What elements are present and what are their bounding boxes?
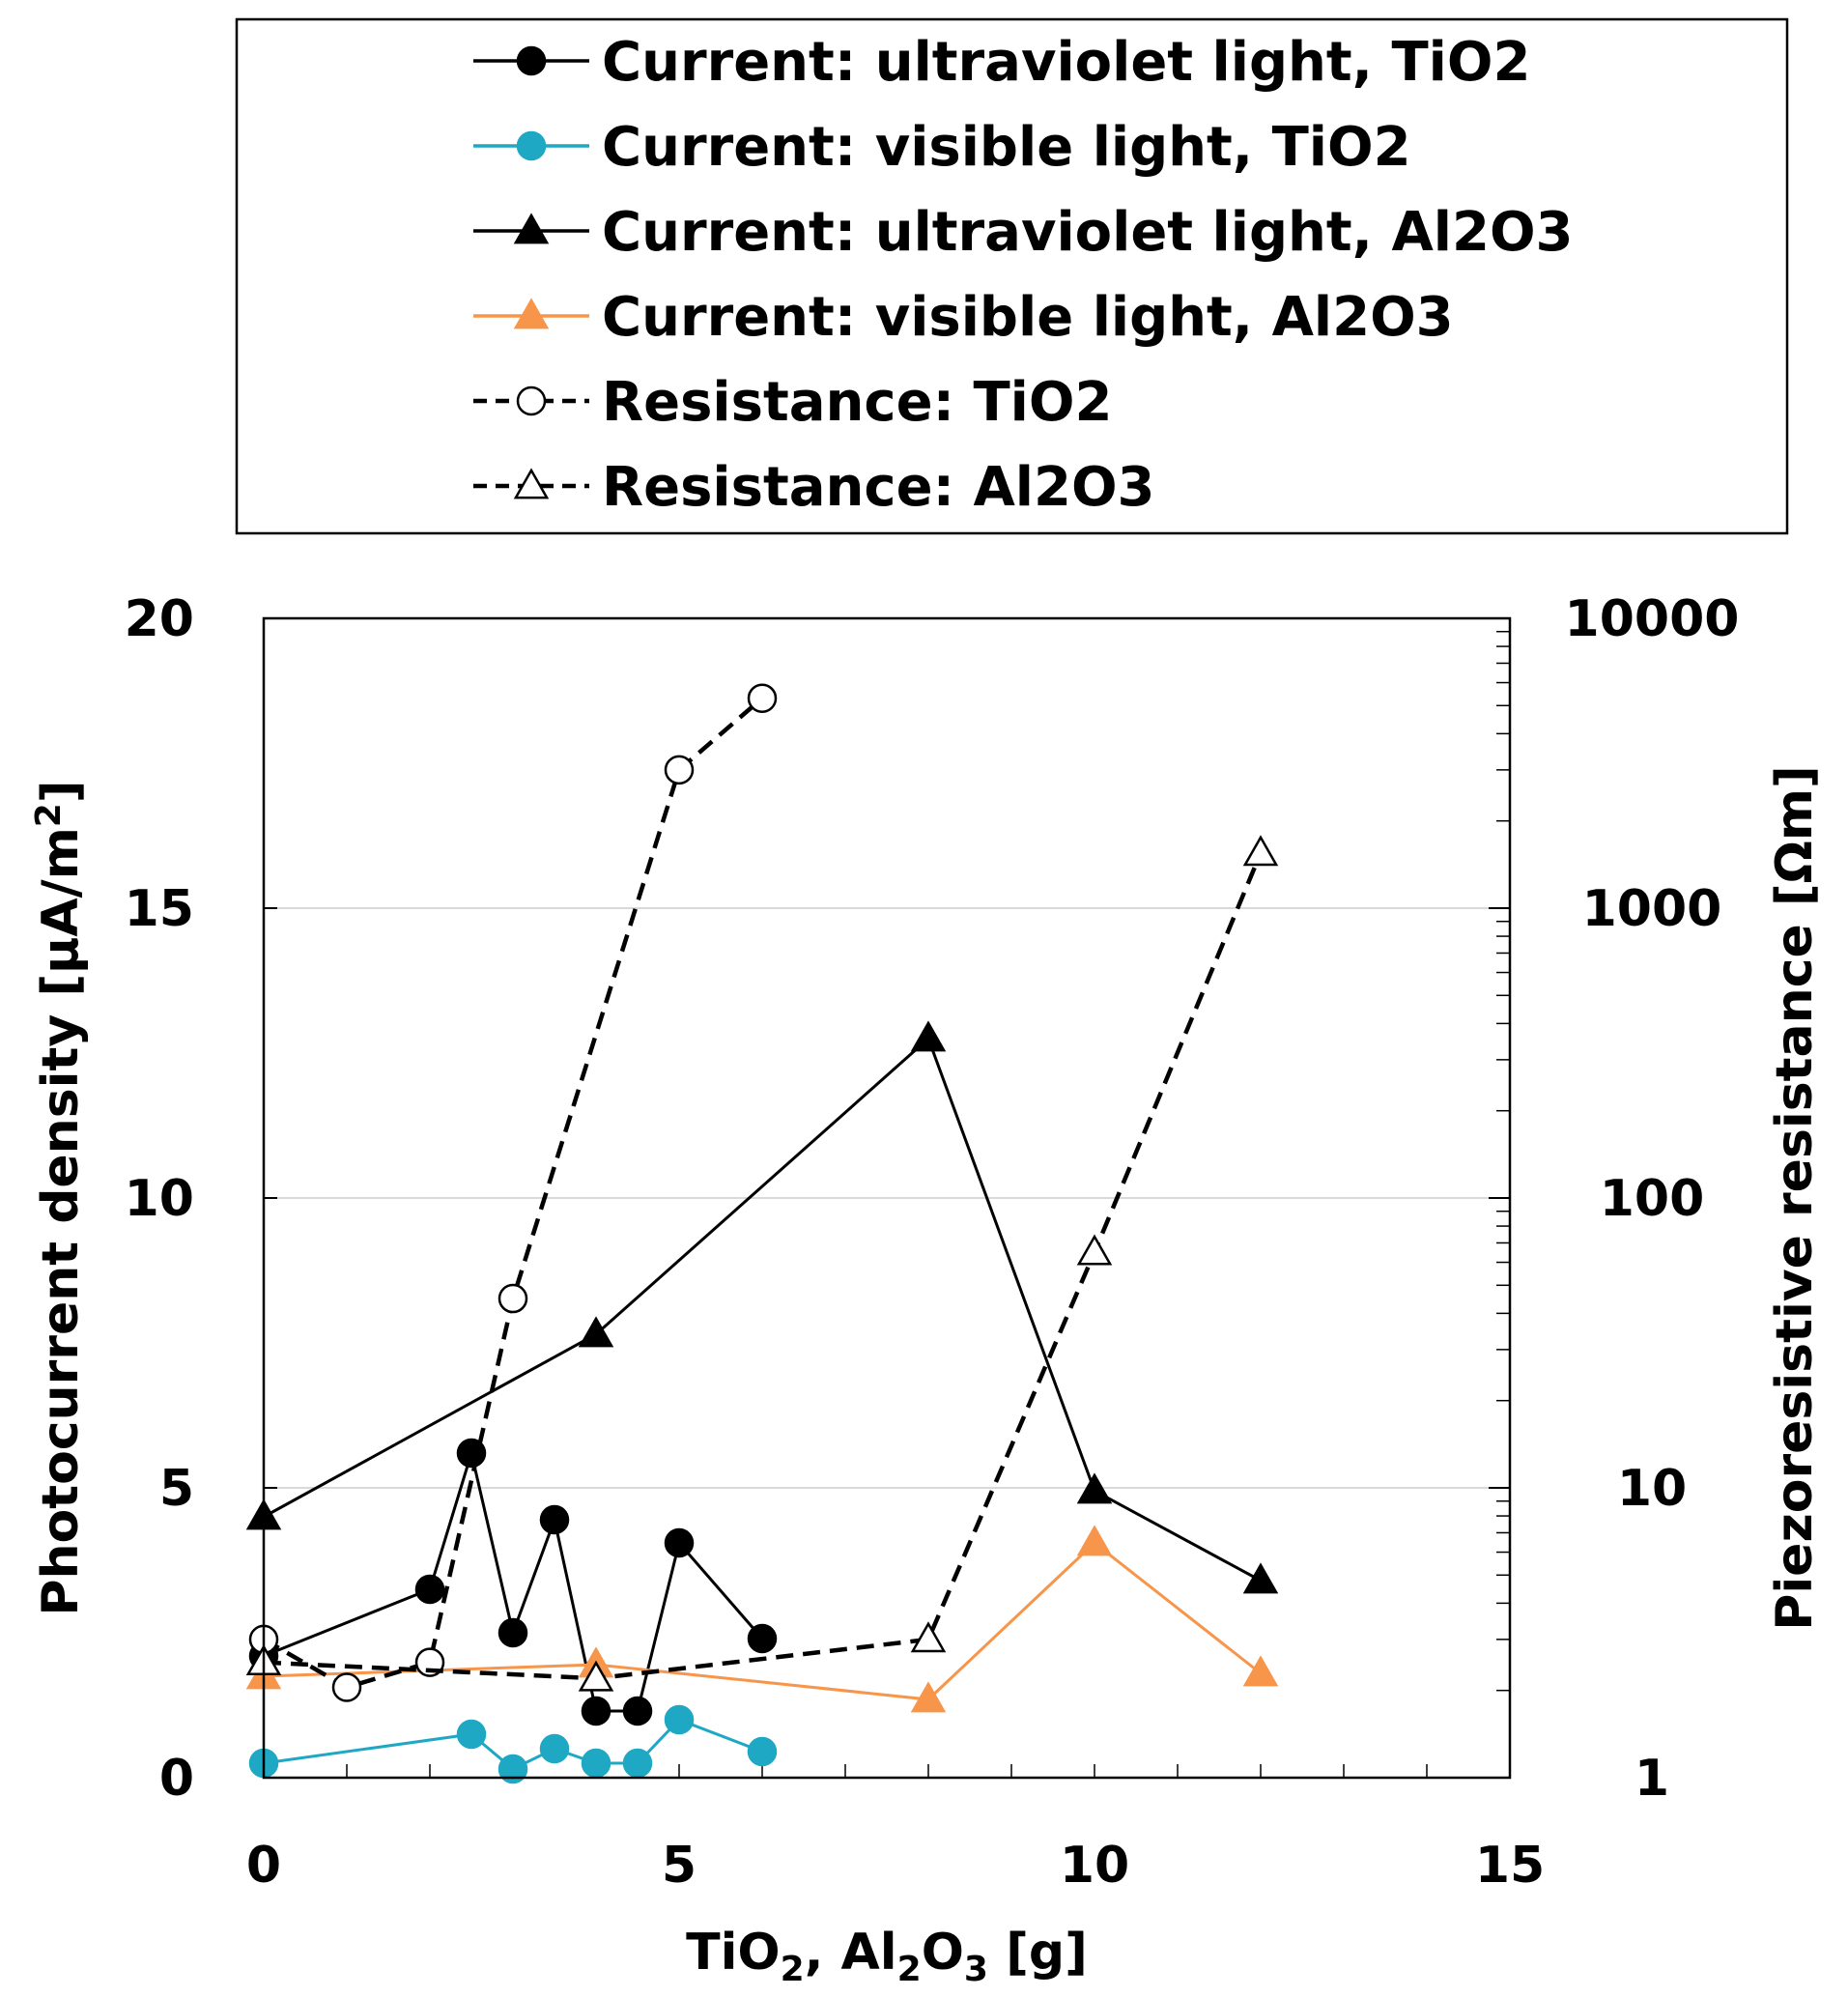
series-6 [245, 835, 1279, 1692]
data-point [456, 1719, 487, 1750]
legend-marker [516, 385, 547, 416]
data-point [498, 1617, 528, 1648]
y-left-tick-label: 20 [125, 590, 194, 648]
data-point [539, 1504, 570, 1535]
data-point [910, 1020, 947, 1052]
legend-marker [516, 45, 547, 76]
data-point [1076, 1472, 1113, 1504]
axes: 0 5 10 15 20 1 10 100 1000 10000 0 5 10 15 [125, 590, 1740, 1895]
data-point [664, 1527, 695, 1558]
series-5 [248, 683, 778, 1702]
legend-marker [516, 130, 547, 161]
y-axis-right-title: Piezoresistive resistance [Ωm] [1766, 765, 1824, 1631]
legend-label: Current: ultraviolet light, TiO2 [602, 31, 1530, 94]
data-point [910, 1681, 947, 1713]
x-tick-label: 0 [246, 1837, 281, 1895]
data-point [1076, 1525, 1113, 1556]
legend-marker [513, 213, 550, 244]
legend-label: Resistance: TiO2 [602, 371, 1112, 434]
data-point [747, 683, 778, 713]
y-right-tick-label: 10 [1617, 1460, 1687, 1518]
data-point [664, 755, 695, 785]
x-tick-label: 5 [662, 1837, 697, 1895]
data-point [414, 1574, 445, 1605]
y-left-tick-label: 0 [159, 1750, 194, 1808]
data-point [578, 1660, 614, 1692]
y-left-tick-label: 5 [159, 1460, 194, 1518]
data-point [581, 1748, 611, 1779]
legend-marker [513, 298, 550, 329]
x-tick-label: 10 [1060, 1837, 1129, 1895]
data-point [498, 1283, 528, 1314]
legend-box [235, 17, 1789, 535]
legend-label: Current: visible light, TiO2 [602, 116, 1411, 179]
y-right-tick-label: 100 [1600, 1170, 1705, 1228]
data-point [331, 1672, 362, 1702]
series-1 [248, 1438, 778, 1726]
x-axis-title: TiO2, Al2O3 [g] [686, 1924, 1088, 1989]
y-left-tick-label: 10 [125, 1170, 194, 1228]
data-point [1242, 835, 1279, 867]
legend-label: Current: ultraviolet light, Al2O3 [602, 201, 1574, 264]
series-3 [245, 1020, 1279, 1594]
legend-marker [513, 468, 550, 499]
y-right-tick-label: 1000 [1582, 880, 1722, 938]
data-point [498, 1754, 528, 1784]
data-point [747, 1736, 778, 1767]
data-point [622, 1748, 653, 1779]
data-point [578, 1316, 614, 1348]
data-point [1242, 1655, 1279, 1687]
data-point [581, 1696, 611, 1726]
legend: Current: ultraviolet light, TiO2 Current:… [473, 31, 1574, 519]
y-axis-left-title: Photocurrent density [µA/m2] [29, 780, 90, 1615]
data-point [539, 1733, 570, 1764]
legend-label: Current: visible light, Al2O3 [602, 286, 1454, 349]
data-point [1076, 1234, 1113, 1266]
y-right-tick-label: 10000 [1565, 590, 1740, 648]
series-line [263, 852, 1264, 1681]
data-point [664, 1704, 695, 1735]
x-tick-label: 15 [1475, 1837, 1545, 1895]
legend-label: Resistance: Al2O3 [602, 456, 1155, 519]
y-right-tick-label: 1 [1635, 1750, 1669, 1808]
data-point [910, 1621, 947, 1653]
data-point [622, 1696, 653, 1726]
plot-frame [262, 616, 1512, 1780]
data-point [747, 1623, 778, 1654]
y-left-tick-label: 15 [125, 880, 194, 938]
data-point [1242, 1562, 1279, 1594]
